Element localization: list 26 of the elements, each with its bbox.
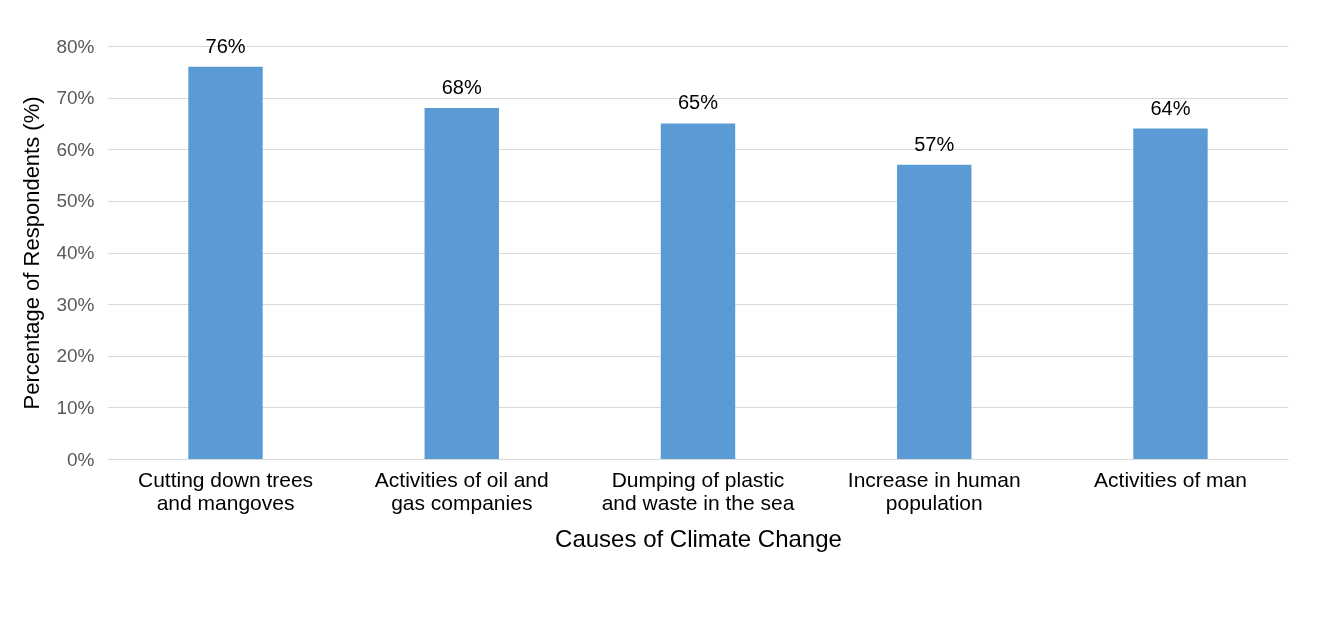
x-tick-label: Activities of oil and gas companies bbox=[374, 467, 549, 514]
data-label: 64% bbox=[1150, 96, 1191, 119]
y-tick-label: 0% bbox=[67, 448, 95, 470]
data-label: 65% bbox=[677, 91, 719, 114]
x-tick-label: Increase in human population bbox=[847, 467, 1021, 514]
bar bbox=[188, 66, 263, 459]
y-tick-label: 80% bbox=[56, 35, 95, 57]
bar bbox=[660, 123, 736, 459]
bar bbox=[897, 164, 972, 459]
data-label: 68% bbox=[441, 75, 482, 98]
x-tick-label: Activities of man bbox=[1094, 467, 1247, 491]
y-tick-label: 70% bbox=[56, 87, 95, 109]
x-axis-title: Causes of Climate Change bbox=[555, 524, 842, 552]
y-tick-label: 40% bbox=[56, 242, 95, 263]
y-tick-label: 30% bbox=[56, 293, 95, 315]
x-tick-label: Cutting down trees and mangoves bbox=[137, 467, 314, 514]
bar bbox=[424, 107, 499, 459]
y-tick-label: 60% bbox=[56, 138, 95, 160]
y-tick-label: 20% bbox=[56, 345, 95, 367]
data-label: 57% bbox=[914, 132, 955, 155]
data-label: 76% bbox=[205, 34, 246, 57]
y-tick-label: 50% bbox=[56, 190, 95, 212]
y-axis-title: Percentage of Respondents (%) bbox=[19, 96, 45, 410]
bar bbox=[1133, 128, 1208, 459]
x-tick-label: Dumping of plastic and waste in the sea bbox=[601, 467, 795, 514]
y-tick-label: 10% bbox=[56, 396, 95, 418]
